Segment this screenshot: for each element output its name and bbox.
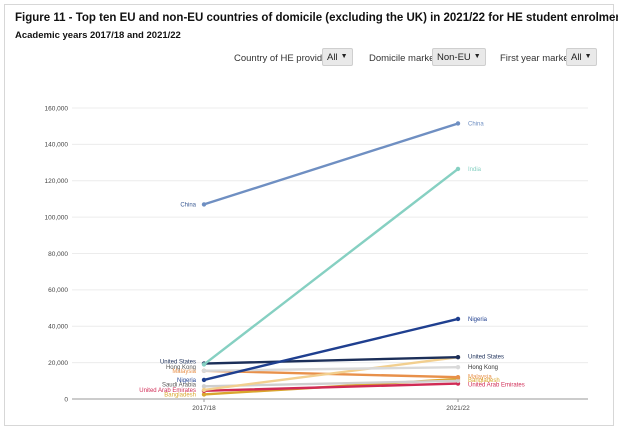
series-label-right: Hong Kong — [468, 365, 498, 371]
caret-down-icon: ▼ — [340, 53, 348, 60]
series-line-china — [202, 122, 460, 206]
series-label-right: India — [468, 167, 482, 173]
y-tick-label: 60,000 — [48, 287, 68, 294]
page-subtitle: Academic years 2017/18 and 2021/22 — [15, 30, 181, 41]
series-label-left: Nigeria — [177, 378, 197, 384]
filter-domicile-select[interactable]: Non-EU ▼ — [432, 48, 486, 66]
data-point-hong-kong — [201, 368, 207, 374]
series-line-nigeria — [202, 317, 460, 382]
series-label-left: United Arab Emirates — [139, 388, 196, 394]
y-tick-label: 40,000 — [48, 324, 68, 331]
series-line-pakistan — [202, 355, 460, 392]
filter-domicile-label: Domicile marker — [369, 53, 438, 64]
filter-domicile-value: Non-EU — [437, 52, 471, 63]
series-label-left: Hong Kong — [166, 365, 196, 371]
x-tick-label: 2021/22 — [446, 405, 470, 412]
series-label-left: China — [180, 202, 196, 208]
series-label-right: Bangladesh — [468, 378, 500, 384]
data-point-nigeria — [201, 377, 207, 383]
series-line-united-states — [202, 355, 460, 365]
y-tick-label: 160,000 — [45, 105, 69, 112]
series-label-left: United States — [160, 360, 196, 366]
filter-firstyear-select[interactable]: All ▼ — [566, 48, 597, 66]
caret-down-icon: ▼ — [473, 53, 481, 60]
data-point-saudi-arabia — [201, 384, 207, 389]
series-label-right: United Arab Emirates — [468, 382, 525, 388]
data-point-malaysia — [455, 374, 461, 380]
series-label-right: Nigeria — [468, 317, 488, 323]
data-point-bangladesh — [201, 392, 207, 397]
series-label-right: Malaysia — [468, 374, 492, 380]
y-tick-label: 20,000 — [48, 360, 68, 367]
filter-firstyear-value: All — [571, 52, 582, 63]
y-tick-label: 0 — [64, 396, 68, 403]
data-point-china — [201, 202, 207, 207]
data-point-hong-kong — [455, 364, 461, 370]
series-label-left: Bangladesh — [164, 392, 196, 398]
y-tick-label: 120,000 — [45, 178, 69, 185]
series-label-right: United States — [468, 354, 504, 360]
data-point-saudi-arabia — [455, 378, 461, 384]
data-point-china — [455, 121, 461, 126]
y-tick-label: 100,000 — [45, 214, 69, 221]
data-point-united-states — [455, 354, 461, 360]
y-tick-label: 80,000 — [48, 251, 68, 258]
filter-provider-value: All — [327, 52, 338, 63]
series-label-right: China — [468, 121, 484, 127]
page-title: Figure 11 - Top ten EU and non-EU countr… — [15, 12, 618, 24]
caret-down-icon: ▼ — [584, 53, 592, 60]
data-point-india — [201, 362, 207, 367]
x-tick-label: 2017/18 — [192, 405, 216, 412]
data-point-pakistan — [201, 387, 207, 393]
series-label-left: Malaysia — [172, 369, 196, 375]
series-label-left: Saudi Arabia — [162, 382, 197, 388]
filter-provider-label: Country of HE provider — [234, 53, 331, 64]
series-line-united-arab-emirates — [202, 382, 460, 393]
y-tick-label: 140,000 — [45, 142, 69, 149]
series-line-india — [202, 167, 460, 366]
filter-firstyear-label: First year marker — [500, 53, 572, 64]
data-point-india — [455, 166, 461, 172]
data-point-nigeria — [455, 316, 461, 322]
filter-provider-select[interactable]: All ▼ — [322, 48, 353, 66]
